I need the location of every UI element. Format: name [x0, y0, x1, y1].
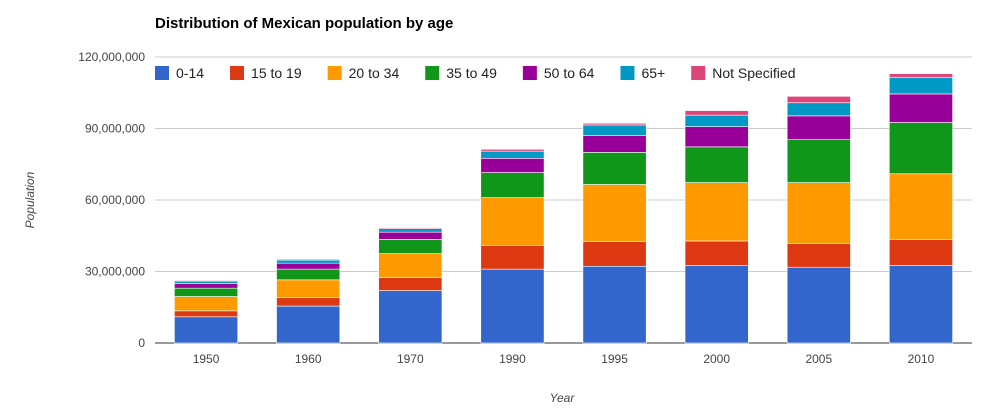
bar-segment[interactable]	[582, 124, 647, 136]
bar-segment[interactable]	[888, 73, 953, 78]
legend: 0-14 15 to 19 20 to 34 35 to 49 50 to 64 65+ N…	[155, 65, 796, 81]
bar-segment[interactable]	[786, 139, 851, 183]
bar-segment[interactable]	[684, 114, 749, 127]
legend-item[interactable]: 0-14	[155, 65, 204, 81]
bar-segment[interactable]	[888, 93, 953, 123]
bar-segment[interactable]	[786, 243, 851, 268]
legend-label: 50 to 64	[544, 65, 595, 81]
legend-item[interactable]: Not Specified	[691, 65, 796, 81]
bar-segment[interactable]	[786, 115, 851, 141]
y-tick-label: 60,000,000	[85, 193, 145, 207]
bar-segment[interactable]	[480, 172, 545, 198]
bar-segment[interactable]	[684, 240, 749, 266]
x-tick-label: 1970	[397, 352, 424, 366]
bar-segment[interactable]	[582, 184, 647, 243]
legend-item[interactable]: 65+	[620, 65, 665, 81]
x-tick-label: 1990	[499, 352, 526, 366]
bar-segment[interactable]	[276, 268, 341, 281]
x-tick-label: 1950	[193, 352, 220, 366]
legend-label: 0-14	[176, 65, 204, 81]
bar-segment[interactable]	[582, 135, 647, 153]
legend-label: 65+	[641, 65, 665, 81]
legend-swatch	[620, 66, 635, 80]
bar-segment[interactable]	[684, 110, 749, 116]
bar-segment[interactable]	[276, 259, 341, 264]
y-tick-label: 120,000,000	[78, 50, 145, 64]
bar-segment[interactable]	[480, 150, 545, 159]
bar-segment[interactable]	[174, 283, 239, 289]
bar-segment[interactable]	[174, 280, 239, 284]
legend-label: 15 to 19	[251, 65, 302, 81]
bar-segment[interactable]	[378, 290, 443, 344]
legend-label: 20 to 34	[349, 65, 400, 81]
legend-item[interactable]: 50 to 64	[522, 65, 595, 81]
y-tick-label: 90,000,000	[85, 122, 145, 136]
bar-segment[interactable]	[276, 258, 341, 261]
bar-segment[interactable]	[480, 244, 545, 270]
bar-segment[interactable]	[786, 266, 851, 344]
legend-item[interactable]: 35 to 49	[425, 65, 497, 81]
bar-segment[interactable]	[786, 96, 851, 104]
bar-segment[interactable]	[582, 122, 647, 126]
legend-swatch	[522, 66, 537, 80]
bar-segment[interactable]	[786, 102, 851, 117]
bar-segment[interactable]	[174, 316, 239, 344]
bar-segment[interactable]	[888, 265, 953, 344]
bar-segment[interactable]	[480, 157, 545, 173]
y-axis-title: Population	[23, 171, 37, 228]
legend-item[interactable]: 15 to 19	[230, 65, 302, 81]
x-tick-label: 2000	[703, 352, 730, 366]
bar-segment[interactable]	[378, 231, 443, 240]
bar-segment[interactable]	[174, 280, 239, 282]
chart-title: Distribution of Mexican population by ag…	[155, 15, 453, 32]
bar-segment[interactable]	[174, 296, 239, 312]
bar-segment[interactable]	[786, 182, 851, 244]
x-axis-title: Year	[550, 391, 576, 405]
bars	[174, 73, 953, 344]
bar-segment[interactable]	[684, 265, 749, 344]
legend-swatch	[230, 66, 245, 80]
x-tick-label: 2005	[805, 352, 832, 366]
bar-segment[interactable]	[888, 239, 953, 266]
bar-segment[interactable]	[276, 297, 341, 307]
bar-segment[interactable]	[174, 310, 239, 318]
legend-swatch	[327, 66, 342, 80]
bar-segment[interactable]	[378, 228, 443, 233]
bar-segment[interactable]	[582, 152, 647, 185]
bar-segment[interactable]	[378, 239, 443, 254]
x-tick-label: 1960	[295, 352, 322, 366]
y-axis-ticks: 0 30,000,000 60,000,000 90,000,000 120,000,0…	[78, 50, 145, 350]
bar-segment[interactable]	[684, 146, 749, 183]
bar-segment[interactable]	[684, 182, 749, 242]
bar-segment[interactable]	[378, 227, 443, 229]
bar-segment[interactable]	[378, 253, 443, 278]
x-tick-label: 1995	[601, 352, 628, 366]
bar-segment[interactable]	[174, 287, 239, 297]
legend-swatch	[155, 66, 169, 80]
x-axis-ticks: 1950 1960 1970 1990 1995 2000 2005 2010	[193, 352, 935, 366]
bar-segment[interactable]	[888, 122, 953, 175]
bar-segment[interactable]	[480, 268, 545, 344]
y-tick-label: 30,000,000	[85, 265, 145, 279]
bar-segment[interactable]	[888, 76, 953, 95]
bar-segment[interactable]	[888, 173, 953, 240]
legend-label: Not Specified	[712, 65, 795, 81]
bar-segment[interactable]	[480, 148, 545, 152]
legend-label: 35 to 49	[446, 65, 497, 81]
bar-segment[interactable]	[582, 265, 647, 344]
legend-swatch	[691, 66, 706, 80]
bar-segment[interactable]	[684, 126, 749, 148]
y-tick-label: 0	[138, 336, 145, 350]
legend-item[interactable]: 20 to 34	[327, 65, 400, 81]
bar-segment[interactable]	[582, 241, 647, 267]
bar-segment[interactable]	[276, 262, 341, 270]
bar-segment[interactable]	[480, 197, 545, 246]
bar-segment[interactable]	[276, 305, 341, 344]
bar-segment[interactable]	[378, 277, 443, 291]
legend-swatch	[425, 66, 440, 80]
bar-segment[interactable]	[276, 279, 341, 299]
x-tick-label: 2010	[908, 352, 935, 366]
